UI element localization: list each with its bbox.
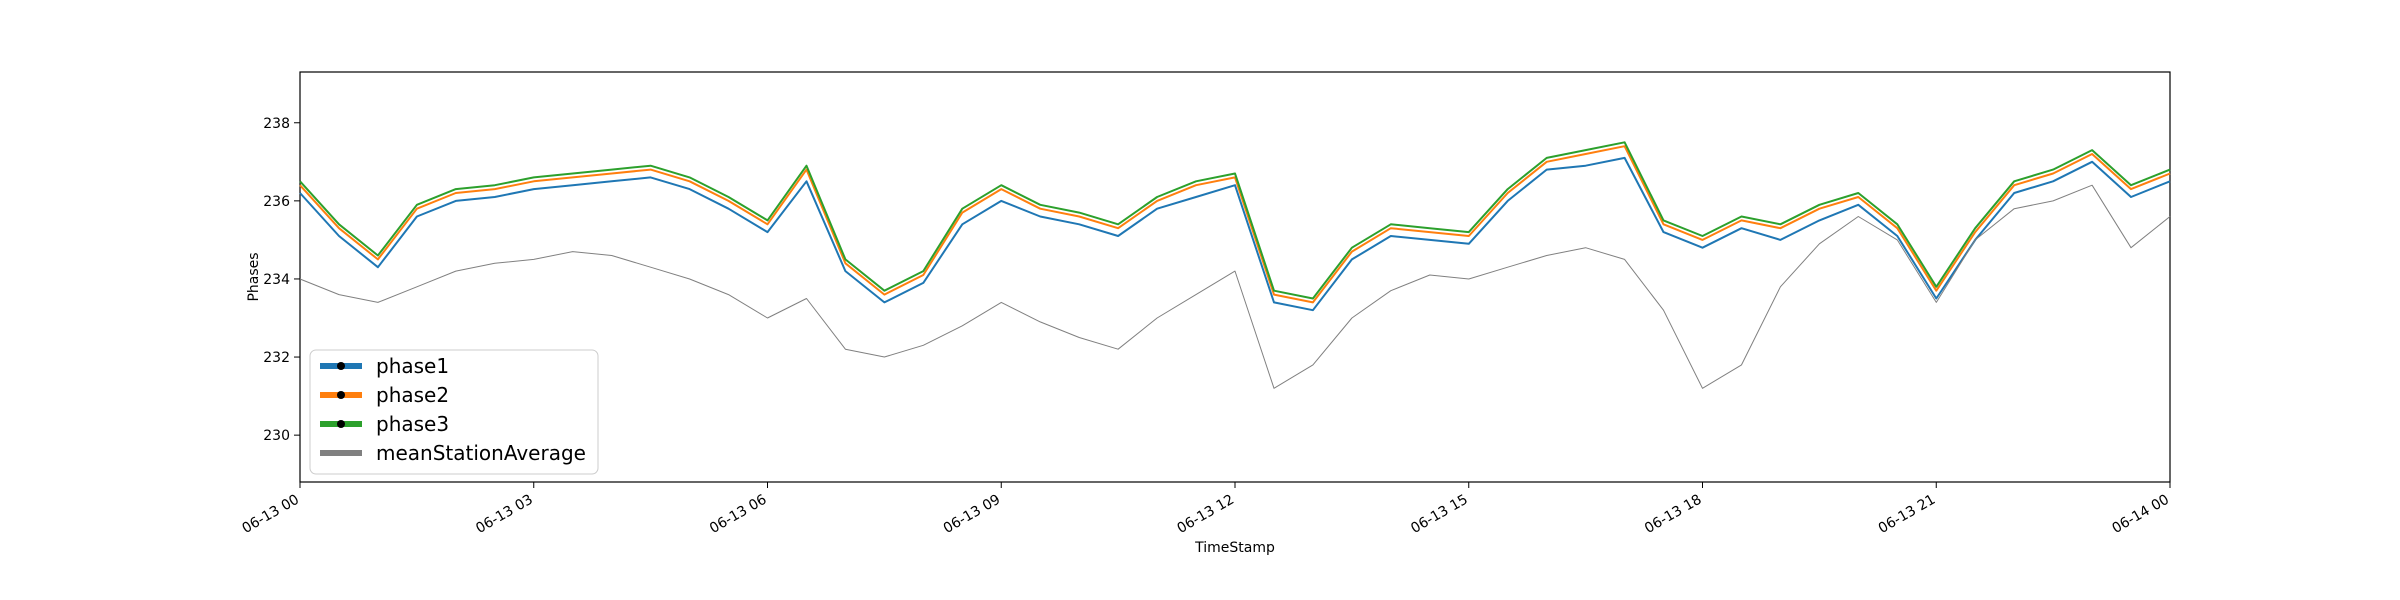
legend-label-meanStationAverage: meanStationAverage xyxy=(376,441,586,465)
legend-label-phase3: phase3 xyxy=(376,412,449,436)
legend: phase1 phase2 phase3 meanStationAverage xyxy=(309,349,599,475)
x-axis: 06-13 00 06-13 03 06-13 06 06-13 09 06-13 12… xyxy=(239,482,2172,537)
legend-marker-phase2 xyxy=(337,391,345,399)
x-tick-label: 06-13 00 xyxy=(239,492,302,537)
x-tick-label: 06-13 21 xyxy=(1876,492,1939,537)
series-layer xyxy=(299,141,2171,389)
x-axis-label: TimeStamp xyxy=(1194,540,1275,556)
y-tick-label: 230 xyxy=(263,428,290,444)
y-axis-label: Phases xyxy=(246,252,262,301)
plot-area xyxy=(299,71,2171,483)
y-axis: 230 232 234 236 238 xyxy=(263,116,300,444)
x-tick-label: 06-14 00 xyxy=(2109,492,2172,537)
series-line-phase1 xyxy=(299,156,2171,312)
legend-marker-phase1 xyxy=(337,362,345,370)
y-tick-label: 238 xyxy=(263,116,290,132)
legend-label-phase1: phase1 xyxy=(376,354,449,378)
x-tick-label: 06-13 03 xyxy=(473,492,536,537)
series-line-phase2 xyxy=(299,145,2171,304)
legend-marker-phase3 xyxy=(337,420,345,428)
series-line-phase3 xyxy=(299,141,2171,300)
x-tick-label: 06-13 12 xyxy=(1174,492,1237,537)
y-tick-label: 236 xyxy=(263,194,290,210)
x-tick-label: 06-13 06 xyxy=(707,492,770,537)
x-tick-label: 06-13 18 xyxy=(1642,492,1705,537)
legend-label-phase2: phase2 xyxy=(376,383,449,407)
legend-frame xyxy=(309,349,599,475)
y-tick-label: 234 xyxy=(263,272,290,288)
y-tick-label: 232 xyxy=(263,350,290,366)
x-tick-label: 06-13 15 xyxy=(1408,492,1471,537)
series-line-meanStationAverage xyxy=(299,184,2171,389)
x-tick-label: 06-13 09 xyxy=(941,492,1004,537)
